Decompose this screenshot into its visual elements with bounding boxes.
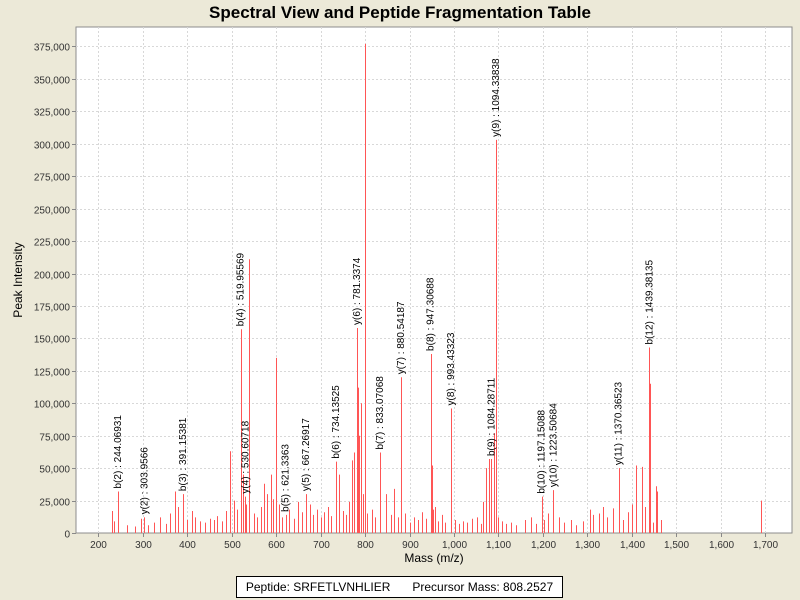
y-tick-label: 175,000 <box>34 303 71 314</box>
peak-annotation: y(10) : 1223.50684 <box>548 403 559 487</box>
x-tick-label: 900 <box>402 540 419 551</box>
peak-annotation: y(6) : 781.3374 <box>352 257 363 325</box>
y-tick-label: 250,000 <box>34 206 71 217</box>
x-tick-label: 500 <box>224 540 241 551</box>
peak-annotation: y(8) : 993.43323 <box>446 332 457 405</box>
y-tick-label: 375,000 <box>34 43 71 54</box>
x-tick-label: 1,600 <box>709 540 734 551</box>
legend-box: Peptide: SRFETLVNHLIER Precursor Mass: 80… <box>236 576 563 598</box>
peak-annotation: b(8) : 947.30688 <box>426 277 437 351</box>
y-tick-label: 325,000 <box>34 108 71 119</box>
y-tick-label: 50,000 <box>39 465 70 476</box>
y-axis-label: Peak Intensity <box>11 242 25 317</box>
y-tick-label: 300,000 <box>34 141 71 152</box>
peak-annotation: b(10) : 1197.15088 <box>537 409 548 493</box>
peak-annotation: y(11) : 1370.36523 <box>614 381 625 465</box>
x-tick-label: 300 <box>135 540 152 551</box>
peak-annotation: b(4) : 519.95569 <box>236 252 247 326</box>
peak-annotation: y(2) : 303.9566 <box>139 447 150 515</box>
peak-annotation: b(3) : 391.15381 <box>178 417 189 491</box>
x-tick-label: 200 <box>90 540 107 551</box>
x-tick-label: 1,000 <box>442 540 467 551</box>
y-tick-label: 75,000 <box>39 433 70 444</box>
peak-annotation: b(9) : 1084.28711 <box>486 377 497 456</box>
peak-annotation: b(5) : 621.3363 <box>281 444 292 512</box>
peak-annotation: y(7) : 880.54187 <box>396 301 407 374</box>
y-tick-label: 150,000 <box>34 335 71 346</box>
chart-title: Spectral View and Peptide Fragmentation … <box>209 3 591 22</box>
legend-precursor-mass: Precursor Mass: 808.2527 <box>412 580 554 594</box>
x-axis-label: Mass (m/z) <box>404 551 463 565</box>
y-tick-label: 200,000 <box>34 271 71 282</box>
legend-peptide: Peptide: SRFETLVNHLIER <box>245 580 391 594</box>
x-tick-label: 1,700 <box>753 540 778 551</box>
y-tick-label: 350,000 <box>34 76 71 87</box>
peak-annotation: y(9) : 1094.33838 <box>491 58 502 137</box>
x-tick-label: 1,200 <box>531 540 556 551</box>
y-tick-label: 100,000 <box>34 400 71 411</box>
y-tick-label: 275,000 <box>34 173 71 184</box>
peak-annotation: y(5) : 667.26917 <box>301 418 312 491</box>
y-tick-label: 125,000 <box>34 368 71 379</box>
x-tick-label: 400 <box>179 540 196 551</box>
x-tick-label: 700 <box>313 540 330 551</box>
x-tick-label: 600 <box>268 540 285 551</box>
x-tick-label: 1,300 <box>575 540 600 551</box>
x-tick-label: 800 <box>357 540 374 551</box>
x-tick-label: 1,400 <box>620 540 645 551</box>
x-tick-label: 1,500 <box>664 540 689 551</box>
x-tick-label: 1,100 <box>486 540 511 551</box>
peak-annotation: b(7) : 833.07068 <box>375 376 386 450</box>
peak-annotation: y(4) : 530.60718 <box>240 420 251 493</box>
y-tick-label: 25,000 <box>39 498 70 509</box>
peak-annotation: b(2) : 244.06931 <box>113 415 124 489</box>
peak-annotation: b(12) : 1439.38135 <box>644 260 655 345</box>
peak-annotation: b(6) : 734.13525 <box>331 385 342 459</box>
y-tick-label: 225,000 <box>34 238 71 249</box>
y-tick-label: 0 <box>64 530 70 541</box>
